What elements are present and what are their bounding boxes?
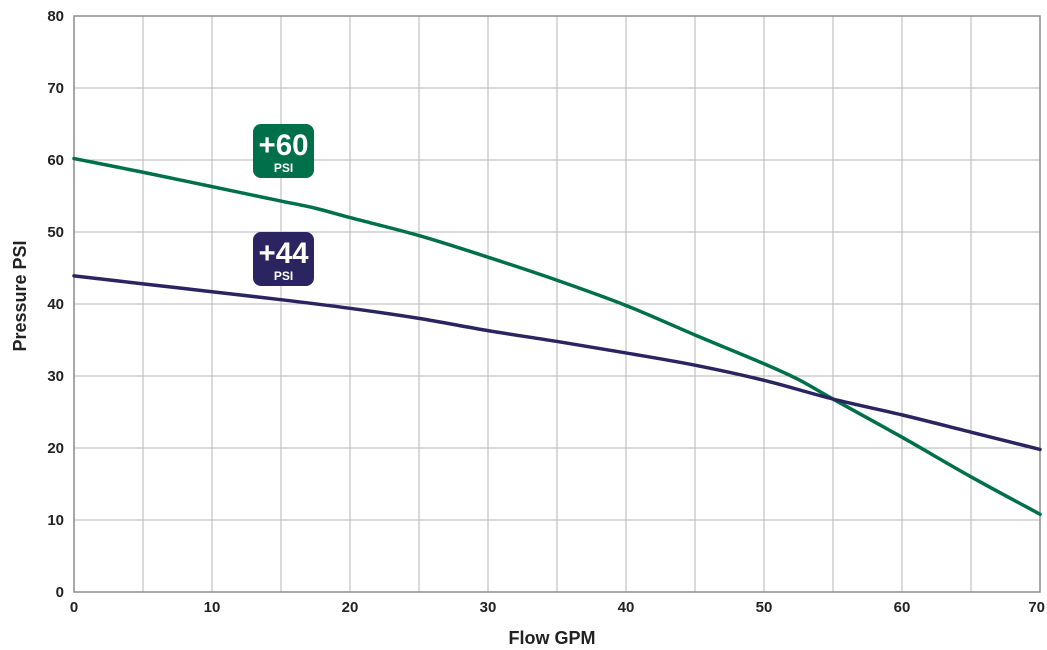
y-tick-label: 10 (47, 512, 64, 529)
series-line-2 (72, 274, 1042, 452)
badge-value: +44 (259, 237, 309, 270)
grid-lines (73, 15, 1041, 593)
x-tick-labels: 0 10 20 30 40 50 60 70 (70, 599, 1045, 616)
plot-frame (73, 15, 1041, 593)
y-tick-label: 40 (47, 296, 64, 313)
series-curves (72, 156, 1042, 516)
x-tick-label: 20 (342, 599, 359, 616)
y-axis-label: Pressure PSI (10, 240, 30, 351)
badge-background (253, 232, 314, 286)
y-tick-label: 70 (47, 80, 64, 97)
y-tick-label: 50 (47, 224, 64, 241)
y-tick-label: 80 (47, 8, 64, 25)
badge-value: +60 (259, 129, 309, 162)
y-tick-label: 60 (47, 152, 64, 169)
x-tick-label: 40 (618, 599, 635, 616)
badge-unit: PSI (274, 269, 293, 283)
y-tick-label: 30 (47, 368, 64, 385)
x-axis-label: Flow GPM (509, 628, 596, 648)
x-tick-label: 30 (480, 599, 497, 616)
x-tick-label: 70 (1028, 599, 1045, 616)
series-line-1 (72, 156, 1042, 516)
badge-background (253, 124, 314, 178)
y-tick-label: 0 (56, 584, 64, 601)
y-tick-label: 20 (47, 440, 64, 457)
x-tick-label: 60 (894, 599, 911, 616)
y-tick-labels: 0 10 20 30 40 50 60 70 80 (47, 8, 64, 601)
x-tick-label: 0 (70, 599, 78, 616)
badge-unit: PSI (274, 161, 293, 175)
x-tick-label: 50 (756, 599, 773, 616)
x-tick-label: 10 (204, 599, 221, 616)
